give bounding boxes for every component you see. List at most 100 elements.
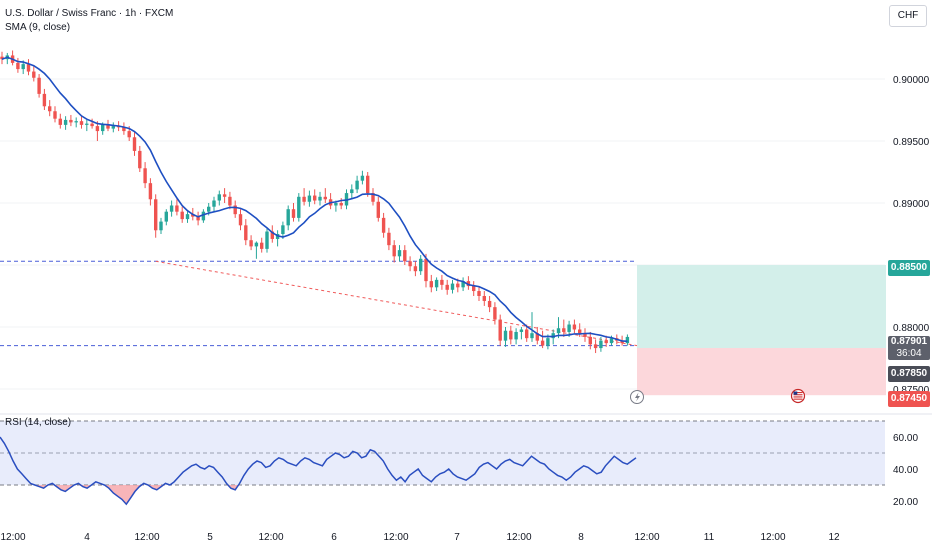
- sma-legend: SMA (9, close): [5, 22, 71, 33]
- candle-body: [212, 200, 216, 207]
- candle-body: [535, 333, 539, 341]
- candle-body: [562, 328, 566, 332]
- candle-body: [191, 214, 195, 217]
- candle-body: [106, 124, 110, 129]
- sma-line: [1, 56, 628, 343]
- time-axis-label: 12: [828, 532, 840, 543]
- currency-badge[interactable]: CHF: [889, 5, 927, 27]
- candle-body: [244, 225, 248, 241]
- rsi-oversold-fill: [34, 485, 240, 505]
- price-axis-label: 0.90000: [893, 75, 930, 86]
- candle-body: [609, 338, 614, 344]
- candle-body: [419, 258, 423, 272]
- trend-line: [155, 260, 638, 347]
- candle-body: [122, 127, 126, 132]
- candle-body: [307, 195, 312, 202]
- candle-body: [604, 340, 608, 344]
- candle-body: [461, 281, 465, 288]
- flag-stripe: [793, 396, 803, 398]
- candle-body: [169, 205, 174, 212]
- candle-body: [111, 126, 115, 129]
- candle-body: [551, 333, 555, 339]
- candle-body: [514, 331, 518, 340]
- candle-body: [281, 225, 285, 234]
- candle-body: [376, 201, 380, 218]
- time-axis-label: 12:00: [383, 532, 408, 543]
- current-price-tag: 0.87901 36:04: [888, 336, 930, 360]
- candle-body: [74, 121, 78, 123]
- candle-body: [572, 324, 577, 330]
- time-axis-label: 12:00: [760, 532, 785, 543]
- candle-body: [164, 211, 168, 222]
- time-axis-label: 12:00: [634, 532, 659, 543]
- candle-body: [90, 123, 94, 127]
- time-axis-label: 12:00: [506, 532, 531, 543]
- candle-body: [95, 126, 100, 132]
- candle-body: [16, 62, 20, 70]
- candle-body: [519, 329, 524, 332]
- candle-body: [42, 93, 47, 107]
- candle-body: [371, 193, 375, 202]
- candle-body: [159, 221, 163, 231]
- candle-body: [21, 64, 25, 70]
- time-axis-label: 6: [331, 532, 337, 543]
- candle-body: [175, 205, 179, 212]
- candle-body: [58, 118, 62, 125]
- candle-body: [222, 194, 227, 197]
- stop-price-tag: 0.87450: [888, 391, 930, 407]
- time-axis-label: 7: [454, 532, 460, 543]
- candle-body: [297, 196, 301, 218]
- candle-body: [318, 196, 322, 201]
- candle-body: [429, 281, 433, 288]
- candle-body: [498, 319, 502, 341]
- candle-body: [207, 206, 211, 212]
- time-axis-label: 8: [578, 532, 584, 543]
- candle-body: [450, 283, 455, 290]
- candle-body: [154, 199, 158, 231]
- candle-body: [366, 175, 370, 194]
- candle-body: [260, 242, 264, 249]
- rsi-axis-label: 40.00: [893, 465, 918, 476]
- candle-body: [53, 111, 57, 119]
- candle-body: [593, 344, 598, 349]
- candle-body: [477, 291, 481, 296]
- candle-body: [360, 175, 365, 181]
- candle-body: [79, 121, 84, 125]
- candle-body: [32, 71, 36, 78]
- candle-body: [228, 196, 232, 206]
- loss-zone: [637, 348, 886, 396]
- candle-body: [525, 329, 529, 339]
- candle-body: [440, 279, 444, 285]
- candle-body: [217, 194, 221, 201]
- candle-body: [63, 119, 68, 125]
- lightning-event-icon: [630, 390, 644, 404]
- time-axis-label: 12:00: [0, 532, 25, 543]
- candle-body: [185, 214, 190, 220]
- candle-body: [387, 232, 391, 246]
- candle-body: [254, 242, 259, 247]
- candle-body: [578, 329, 582, 334]
- candle-body: [196, 216, 200, 221]
- current-price: 0.87901: [890, 336, 928, 347]
- candle-body: [143, 168, 147, 184]
- candle-body: [493, 307, 497, 320]
- flag-stripe: [793, 392, 803, 394]
- candle-body: [434, 279, 439, 288]
- candle-body: [286, 209, 290, 226]
- bar-countdown: 36:04: [896, 348, 922, 359]
- candle-body: [503, 330, 508, 341]
- candle-body: [413, 266, 418, 272]
- target-price-tag: 0.88500: [888, 260, 930, 276]
- candle-body: [201, 211, 206, 221]
- entry-price-tag: 0.87850: [888, 366, 930, 382]
- candle-body: [482, 296, 486, 301]
- us-flag-event-icon: [790, 388, 806, 404]
- flag-canton: [793, 391, 798, 395]
- candle-body: [37, 77, 41, 94]
- flag-stripe: [793, 394, 803, 396]
- candle-body: [138, 150, 142, 169]
- candle-body: [556, 328, 561, 334]
- candle-body: [291, 209, 296, 218]
